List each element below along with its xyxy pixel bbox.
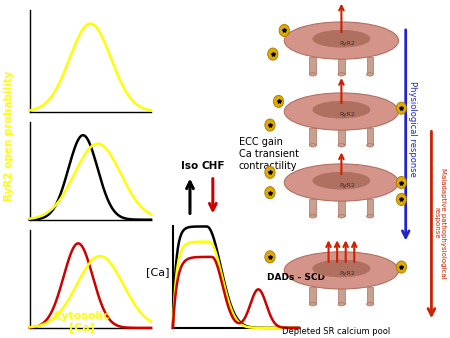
Ellipse shape	[310, 144, 316, 147]
Ellipse shape	[338, 215, 345, 218]
Ellipse shape	[310, 215, 316, 218]
Ellipse shape	[284, 164, 399, 201]
Text: Cytosolic
[Ca]: Cytosolic [Ca]	[54, 311, 110, 333]
Circle shape	[396, 102, 406, 114]
Circle shape	[396, 193, 406, 206]
Ellipse shape	[284, 22, 399, 59]
Bar	[367, 199, 374, 216]
Text: DADs - SCD: DADs - SCD	[267, 273, 325, 282]
Bar	[367, 287, 374, 304]
Text: RyR2: RyR2	[339, 42, 355, 46]
Bar	[310, 128, 316, 145]
Text: RyR2: RyR2	[339, 184, 355, 188]
Ellipse shape	[284, 252, 399, 289]
Text: Maladaptive pathophysiological
response: Maladaptive pathophysiological response	[433, 168, 446, 279]
Ellipse shape	[313, 30, 370, 47]
Ellipse shape	[284, 93, 399, 130]
Text: Depleted SR calcium pool: Depleted SR calcium pool	[282, 327, 390, 336]
Text: Physiological response: Physiological response	[408, 80, 417, 176]
Ellipse shape	[338, 303, 345, 306]
Circle shape	[265, 187, 275, 199]
Ellipse shape	[367, 215, 374, 218]
Ellipse shape	[367, 303, 374, 306]
Text: RyR2 open probability: RyR2 open probability	[4, 70, 14, 200]
Circle shape	[265, 251, 275, 263]
Ellipse shape	[367, 144, 374, 147]
Circle shape	[279, 24, 289, 37]
Bar	[338, 199, 345, 216]
Ellipse shape	[310, 303, 316, 306]
Circle shape	[396, 261, 406, 273]
Ellipse shape	[338, 73, 345, 76]
Ellipse shape	[313, 260, 370, 277]
Text: [Ca]: [Ca]	[146, 267, 170, 277]
Bar	[338, 128, 345, 145]
Ellipse shape	[313, 172, 370, 189]
Ellipse shape	[313, 101, 370, 118]
Bar	[367, 57, 374, 74]
Bar	[367, 128, 374, 145]
Text: RyR2: RyR2	[339, 271, 355, 276]
Bar	[338, 287, 345, 304]
Ellipse shape	[310, 73, 316, 76]
Bar	[338, 57, 345, 74]
Text: Iso: Iso	[181, 161, 198, 171]
Text: ECC gain
Ca transient
contractility: ECC gain Ca transient contractility	[238, 138, 298, 171]
Ellipse shape	[338, 144, 345, 147]
Text: RyR2: RyR2	[339, 113, 355, 117]
Circle shape	[396, 176, 406, 189]
Ellipse shape	[367, 73, 374, 76]
Circle shape	[274, 95, 284, 107]
Circle shape	[265, 119, 275, 131]
Bar	[310, 287, 316, 304]
Bar	[310, 57, 316, 74]
Circle shape	[265, 166, 275, 178]
Circle shape	[268, 48, 278, 60]
Bar	[310, 199, 316, 216]
Text: CHF: CHF	[201, 161, 225, 171]
